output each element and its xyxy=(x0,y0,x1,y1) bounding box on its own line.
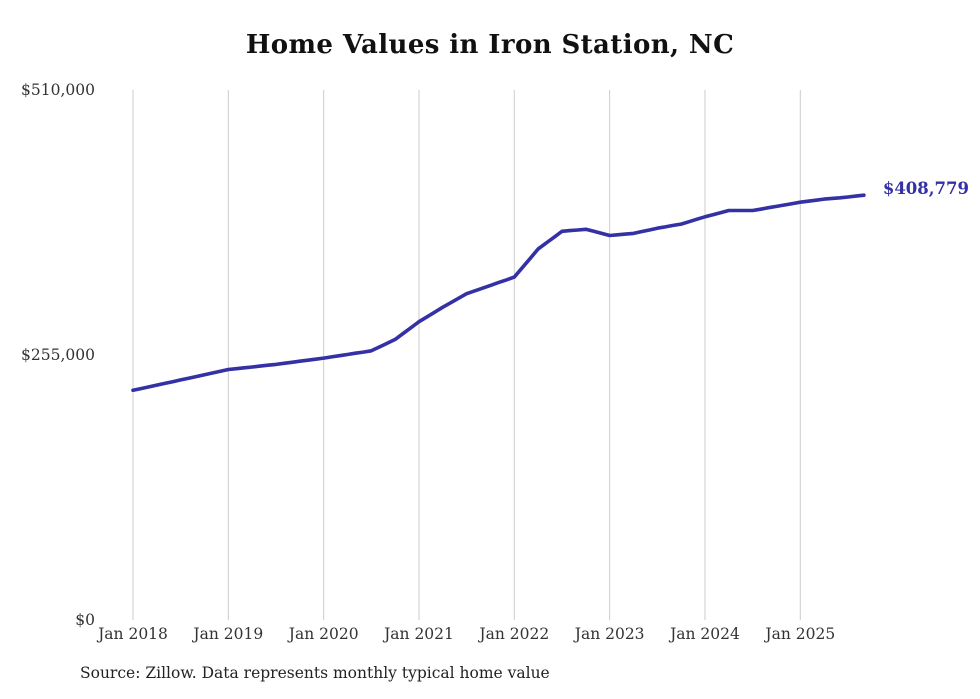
y-tick-label: $0 xyxy=(75,611,95,629)
x-tick-label: Jan 2024 xyxy=(668,625,740,643)
home-value-line xyxy=(131,193,866,393)
x-tick-label: Jan 2019 xyxy=(191,625,263,643)
end-value-label: $408,779 xyxy=(883,179,969,198)
x-tick-label: Jan 2021 xyxy=(382,625,454,643)
chart-title: Home Values in Iron Station, NC xyxy=(245,30,735,60)
x-tick-label: Jan 2025 xyxy=(763,625,835,643)
x-tick-label: Jan 2022 xyxy=(477,625,549,643)
y-tick-label: $255,000 xyxy=(21,346,95,364)
x-tick-label: Jan 2020 xyxy=(287,625,359,643)
x-tick-label: Jan 2023 xyxy=(573,625,645,643)
y-tick-label: $510,000 xyxy=(21,81,95,99)
x-tick-label: Jan 2018 xyxy=(96,625,168,643)
source-note: Source: Zillow. Data represents monthly … xyxy=(80,664,550,682)
